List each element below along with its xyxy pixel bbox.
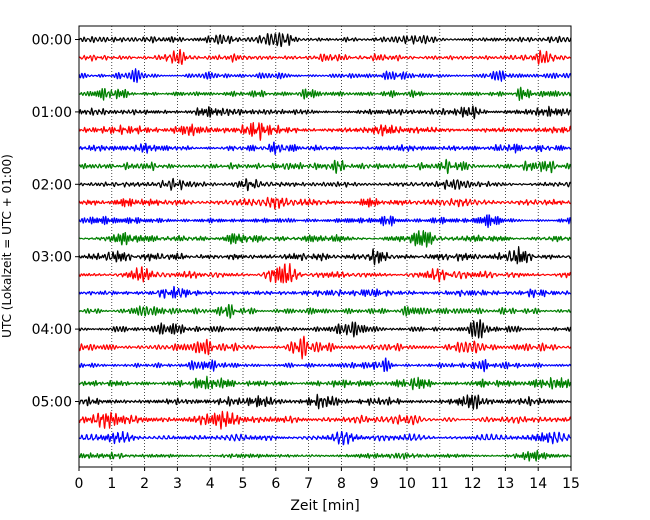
trace-line bbox=[78, 48, 572, 65]
trace-line bbox=[78, 32, 572, 48]
x-tick-label: 5 bbox=[239, 476, 248, 492]
x-axis-label: Zeit [min] bbox=[290, 498, 359, 514]
trace-line bbox=[78, 158, 572, 175]
x-tick-label: 1 bbox=[107, 476, 116, 492]
trace-line bbox=[78, 285, 572, 299]
trace-line bbox=[78, 410, 572, 430]
trace-line bbox=[78, 431, 572, 446]
trace-line bbox=[78, 357, 572, 373]
x-tick-label: 9 bbox=[370, 476, 379, 492]
x-tick-label: 3 bbox=[173, 476, 182, 492]
x-tick-label: 6 bbox=[271, 476, 280, 492]
x-tick-label: 7 bbox=[304, 476, 313, 492]
trace-line bbox=[78, 262, 572, 284]
trace-line bbox=[78, 141, 572, 156]
trace-group bbox=[78, 32, 572, 462]
x-axis-ticks: 0 1 2 3 4 5 6 7 8 9 10 11 12 13 14 15 bbox=[75, 467, 580, 492]
x-tick-label: 10 bbox=[398, 476, 416, 492]
x-tick-label: 13 bbox=[496, 476, 514, 492]
y-tick-label: 00:00 bbox=[32, 33, 72, 49]
trace-line bbox=[78, 196, 572, 210]
trace-line bbox=[78, 105, 572, 120]
trace-line bbox=[78, 68, 572, 84]
y-axis-label: UTC (Lokalzeit = UTC + 01:00) bbox=[0, 154, 14, 338]
x-tick-label: 15 bbox=[562, 476, 580, 492]
x-tick-label: 12 bbox=[464, 476, 482, 492]
trace-line bbox=[78, 335, 572, 360]
trace-line bbox=[78, 319, 572, 339]
trace-line bbox=[78, 449, 572, 462]
trace-line bbox=[78, 86, 572, 102]
x-tick-label: 2 bbox=[140, 476, 149, 492]
trace-line bbox=[78, 375, 572, 391]
trace-line bbox=[78, 393, 572, 410]
x-tick-label: 11 bbox=[431, 476, 449, 492]
trace-line bbox=[78, 122, 572, 141]
y-tick-label: 04:00 bbox=[32, 322, 72, 338]
trace-line bbox=[78, 246, 572, 266]
trace-line bbox=[78, 303, 572, 319]
x-tick-label: 4 bbox=[206, 476, 215, 492]
x-tick-label: 0 bbox=[75, 476, 84, 492]
y-tick-label: 05:00 bbox=[32, 395, 72, 411]
y-axis-ticks: 00:00 01:00 02:00 03:00 04:00 05:00 bbox=[32, 33, 79, 411]
trace-line bbox=[78, 230, 572, 248]
x-tick-label: 14 bbox=[529, 476, 547, 492]
trace-line bbox=[78, 177, 572, 192]
y-tick-label: 03:00 bbox=[32, 250, 72, 266]
x-tick-label: 8 bbox=[337, 476, 346, 492]
trace-line bbox=[78, 214, 572, 229]
y-tick-label: 01:00 bbox=[32, 105, 72, 121]
y-tick-label: 02:00 bbox=[32, 177, 72, 193]
axes-frame bbox=[78, 25, 572, 468]
